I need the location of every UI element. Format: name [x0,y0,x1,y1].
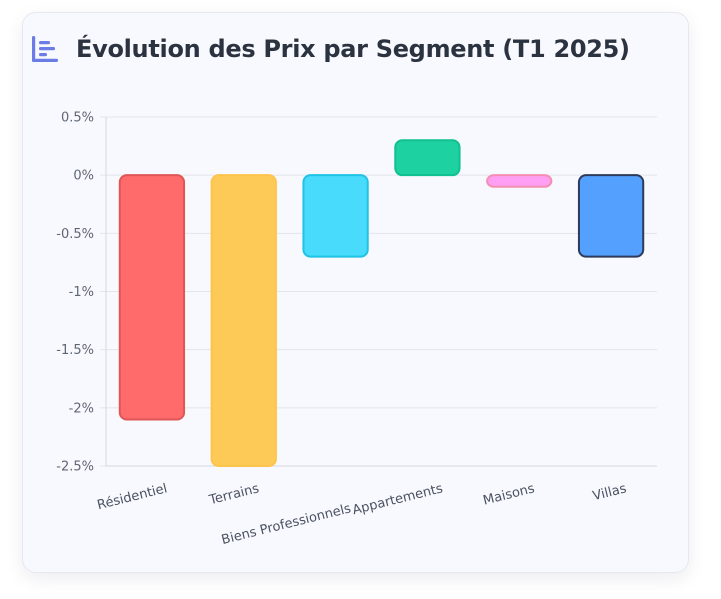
y-tick-label: -2% [69,401,94,416]
x-tick-label: Résidentiel [96,481,169,513]
bar-appartements [394,139,461,177]
bar-maisons [486,174,553,188]
y-tick-label: 0.5% [61,111,94,126]
x-tick-label: Maisons [482,481,537,508]
bar-biens-professionnels [302,174,369,258]
y-tick-label: -1.5% [56,343,94,358]
y-tick-label: -0.5% [56,227,94,242]
y-tick-label: -2.5% [56,460,94,475]
y-tick-label: -1% [69,285,94,300]
x-tick-label: Appartements [351,481,445,518]
chart-header: Évolution des Prix par Segment (T1 2025) [30,33,630,65]
y-tick-label: 0% [73,169,94,184]
bar-terrains [210,174,277,468]
bar-chart-icon [30,34,60,64]
x-tick-label: Terrains [207,481,261,508]
chart-title: Évolution des Prix par Segment (T1 2025) [76,35,630,63]
x-tick-label: Villas [591,481,628,504]
bar-villas [577,174,645,258]
bar-r-sidentiel [118,174,186,421]
x-tick-label: Biens Professionnels [220,501,353,548]
